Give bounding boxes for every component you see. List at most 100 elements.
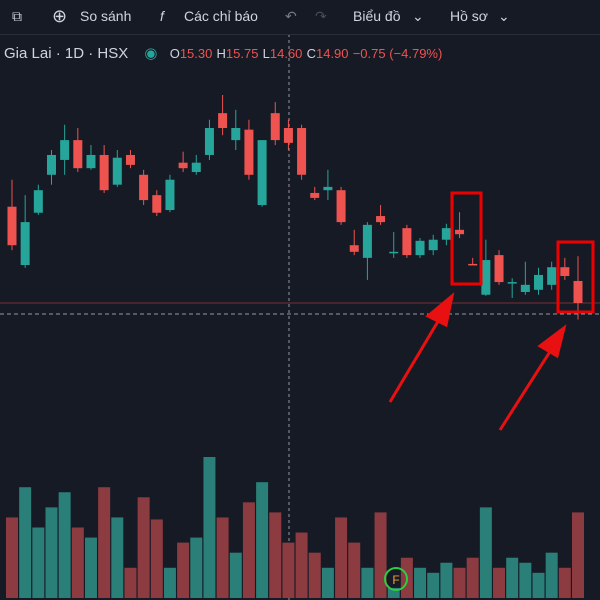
volume-bar — [6, 517, 18, 598]
candle-body — [481, 260, 491, 295]
candle-body — [244, 129, 254, 175]
volume-bar — [137, 497, 150, 598]
icon: f — [160, 8, 164, 24]
interval: 1D — [64, 45, 85, 62]
volume-bar — [242, 502, 255, 598]
caret: ⌄ — [498, 8, 510, 24]
volume-bar — [177, 542, 190, 598]
close: 14.90 — [315, 46, 349, 61]
icon[interactable]: ⧉ — [12, 8, 22, 24]
candle-body — [441, 228, 451, 240]
candle-body — [323, 186, 333, 191]
candle-body — [455, 229, 465, 235]
profile-menu[interactable]: Hồ sơ — [450, 8, 488, 24]
volume-bar — [58, 492, 71, 598]
undo[interactable]: ↶ — [285, 8, 297, 24]
highlight-box — [556, 240, 595, 314]
volume-bar — [374, 512, 387, 598]
candle-body — [468, 263, 478, 266]
volume-bar — [453, 567, 466, 598]
volume-bar — [150, 519, 163, 598]
candle-body — [231, 128, 241, 141]
volume-bar — [348, 542, 361, 598]
candle-body — [283, 128, 293, 143]
candle-body — [125, 154, 135, 165]
candle-body — [297, 128, 307, 175]
candle-body — [20, 222, 30, 266]
volume-bar — [190, 537, 203, 598]
candle-body — [507, 282, 517, 284]
volume-bar — [124, 567, 137, 598]
volume-bar — [84, 537, 97, 598]
volume-bar — [256, 482, 269, 598]
volume-bar — [414, 567, 427, 598]
volume-bar — [282, 542, 295, 598]
candle-body — [573, 280, 583, 303]
volume-bar — [506, 557, 519, 598]
candle-body — [520, 284, 530, 292]
h-label: H — [216, 46, 226, 61]
candle-body — [165, 179, 175, 211]
candle-body — [60, 140, 70, 160]
highlight-box — [450, 191, 483, 286]
high: 15.75 — [225, 46, 259, 61]
volume-bar — [45, 507, 58, 598]
legend: Gia Lai · 1D · HSX ◉ O15.30 H15.75 L14.6… — [4, 45, 443, 62]
volume-bar — [466, 557, 479, 598]
exchange: HSX — [97, 45, 129, 62]
open: 15.30 — [179, 46, 213, 61]
caret: ⌄ — [412, 8, 424, 24]
candle-body — [7, 206, 17, 246]
candle-body — [152, 195, 162, 213]
candle-body — [534, 274, 544, 290]
indicators-button[interactable]: Các chỉ báo — [184, 8, 258, 24]
candle-body — [547, 267, 557, 285]
l-label: L — [262, 46, 270, 61]
change: −0.75 (−4.79%) — [352, 46, 443, 61]
candle-body — [86, 154, 96, 169]
candle-body — [362, 224, 372, 258]
marker-label: F — [392, 573, 399, 587]
candle-body — [139, 174, 149, 201]
volume-bar — [216, 517, 229, 598]
candle-body — [349, 245, 359, 252]
volume-bar — [308, 552, 321, 598]
symbol: Gia Lai — [4, 45, 52, 62]
candle-body — [389, 251, 399, 254]
volume-bar — [572, 512, 584, 598]
arrows — [388, 292, 567, 431]
volume-bar — [427, 572, 440, 598]
candle-body — [402, 228, 412, 256]
chart-menu[interactable]: Biểu đồ — [353, 8, 401, 24]
low: 14.60 — [269, 46, 303, 61]
volume-bar — [71, 527, 84, 598]
volume-bar — [361, 567, 374, 598]
volume-bar — [479, 507, 492, 598]
compare-button[interactable]: So sánh — [80, 8, 132, 24]
candle-body — [73, 140, 83, 169]
candle-body — [99, 154, 109, 191]
candle-body — [494, 255, 504, 283]
candle-body — [336, 190, 346, 223]
candle-body — [178, 162, 188, 169]
volume-bar — [19, 487, 32, 598]
volume-bar — [203, 457, 216, 598]
volume-bar — [98, 487, 111, 598]
candle-body — [257, 140, 267, 206]
candle-body — [218, 113, 228, 129]
candle-body — [560, 267, 570, 277]
volume-bar — [32, 527, 45, 598]
toolbar: ⧉ ⊕ So sánh f Các chỉ báo ↶ ↷ Biểu đồ ⌄ … — [0, 0, 600, 35]
redo[interactable]: ↷ — [315, 8, 327, 24]
volume-bar — [519, 562, 532, 598]
volume-bar — [111, 517, 124, 598]
candle-body — [428, 239, 438, 251]
candle-body — [204, 128, 214, 155]
volume-bar — [558, 567, 571, 598]
c-label: C — [306, 46, 316, 61]
volume-bar — [321, 567, 334, 598]
volume-bar — [295, 532, 308, 598]
volume-bar — [269, 512, 282, 598]
